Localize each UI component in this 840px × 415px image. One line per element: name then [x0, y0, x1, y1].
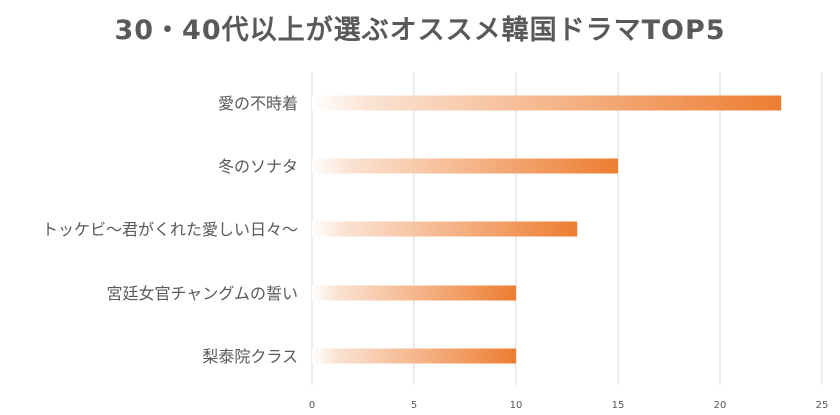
- x-tick-label: 20: [714, 400, 727, 411]
- category-label: 梨泰院クラス: [202, 347, 298, 366]
- bar-5: [312, 348, 516, 364]
- category-label: 愛の不時着: [218, 94, 298, 113]
- category-label: 宮廷女官チャングムの誓い: [106, 284, 298, 303]
- category-label: トッケビ〜君がくれた愛しい日々〜: [42, 220, 298, 239]
- bar-2: [312, 158, 618, 174]
- bar-4: [312, 285, 516, 301]
- x-tick-label: 15: [612, 400, 625, 411]
- bar-3: [312, 221, 578, 237]
- x-tick-label: 0: [309, 400, 315, 411]
- x-tick-label: 5: [411, 400, 417, 411]
- x-tick-label: 10: [510, 400, 523, 411]
- bar-1: [312, 95, 782, 111]
- chart-title: 30・40代以上が選ぶオススメ韓国ドラマTOP5: [114, 15, 726, 46]
- x-tick-label: 25: [816, 400, 829, 411]
- category-label: 冬のソナタ: [218, 157, 298, 176]
